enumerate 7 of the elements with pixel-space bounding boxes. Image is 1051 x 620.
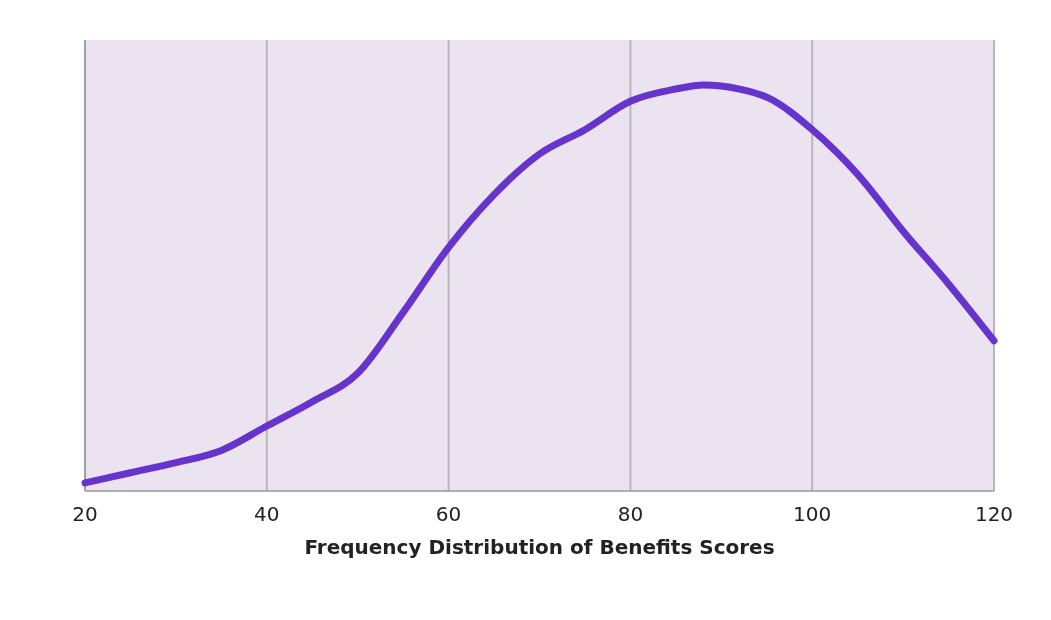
x-axis-title: Frequency Distribution of Benefits Scores <box>304 535 775 559</box>
x-tick-label: 120 <box>974 502 1014 526</box>
x-tick-label: 40 <box>254 502 280 526</box>
x-tick-label: 60 <box>435 502 462 526</box>
x-tick-label: 20 <box>72 502 98 526</box>
x-tick-label: 80 <box>617 502 644 526</box>
x-tick-label: 100 <box>793 502 832 526</box>
